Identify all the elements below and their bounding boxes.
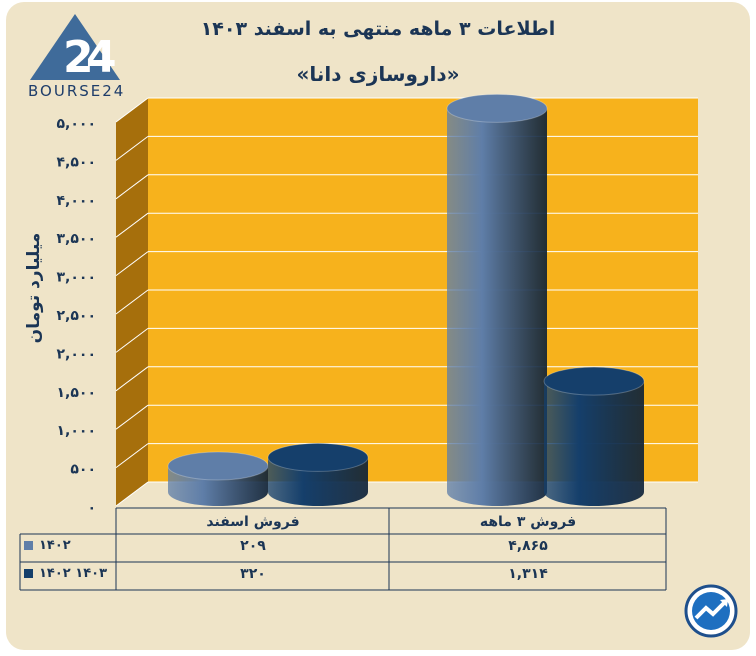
y-tick-label: ۴,۰۰۰	[57, 193, 97, 209]
data-label-1402-3month: ۴,۸۶۵	[508, 538, 548, 554]
logo-text: BOURSE24	[28, 82, 126, 100]
svg-text:4: 4	[86, 32, 117, 83]
y-tick-label: ۲,۵۰۰	[57, 308, 97, 324]
bar-1-0	[268, 457, 368, 506]
gridline-side	[115, 174, 149, 200]
legend-swatch-1403	[24, 569, 33, 578]
gridline-side	[115, 97, 149, 123]
bourse24-logo: 2 4	[30, 14, 120, 83]
legend-row-1402: ۱۴۰۲	[24, 538, 71, 553]
legend-swatch-1402	[24, 541, 33, 550]
y-tick-label: ۵,۰۰۰	[57, 116, 97, 132]
gridline-side	[115, 327, 149, 353]
bar-top-1-1	[543, 366, 645, 396]
y-tick-label: ۱,۰۰۰	[57, 423, 97, 439]
y-tick-label: ۰	[87, 500, 96, 516]
bar-top-0-1	[446, 93, 548, 123]
svg-text:2: 2	[63, 32, 94, 83]
data-label-1402-esfand: ۲۰۹	[240, 538, 266, 554]
category-label-1: فروش اسفند	[206, 514, 300, 530]
gridline-side	[115, 251, 149, 277]
legend-label-1403: ۱۴۰۲ ۱۴۰۳	[39, 566, 108, 581]
bar-top-0-0	[167, 451, 269, 481]
data-label-1403-3month: ۱,۳۱۴	[508, 566, 548, 582]
gridline-side	[115, 481, 149, 507]
brand-badge-icon	[684, 584, 738, 638]
y-tick-label: ۴,۵۰۰	[57, 154, 97, 170]
bar-1-1	[544, 381, 644, 506]
gridline-side	[115, 212, 149, 238]
bar-0-1	[447, 108, 547, 507]
chart-subtitle: «داروسازی دانا»	[296, 62, 460, 86]
data-label-1403-esfand: ۳۲۰	[240, 566, 266, 582]
legend-label-1402: ۱۴۰۲	[39, 538, 71, 553]
y-tick-label: ۳,۵۰۰	[57, 231, 97, 247]
y-tick-label: ۲,۰۰۰	[57, 346, 97, 362]
y-tick-label: ۵۰۰	[70, 462, 96, 478]
chart-title: اطلاعات ۳ ماهه منتهی به اسفند ۱۴۰۳	[200, 18, 556, 40]
gridline-side	[115, 404, 149, 430]
legend-row-1403: ۱۴۰۲ ۱۴۰۳	[24, 566, 107, 581]
bar-top-1-0	[267, 442, 369, 472]
gridline-side	[115, 289, 149, 315]
y-tick-label: ۳,۰۰۰	[57, 270, 97, 286]
category-label-2: فروش ۳ ماهه	[479, 514, 577, 530]
gridline-side	[115, 443, 149, 469]
gridline-side	[115, 135, 149, 161]
gridline-side	[115, 366, 149, 392]
y-tick-label: ۱,۵۰۰	[57, 385, 97, 401]
